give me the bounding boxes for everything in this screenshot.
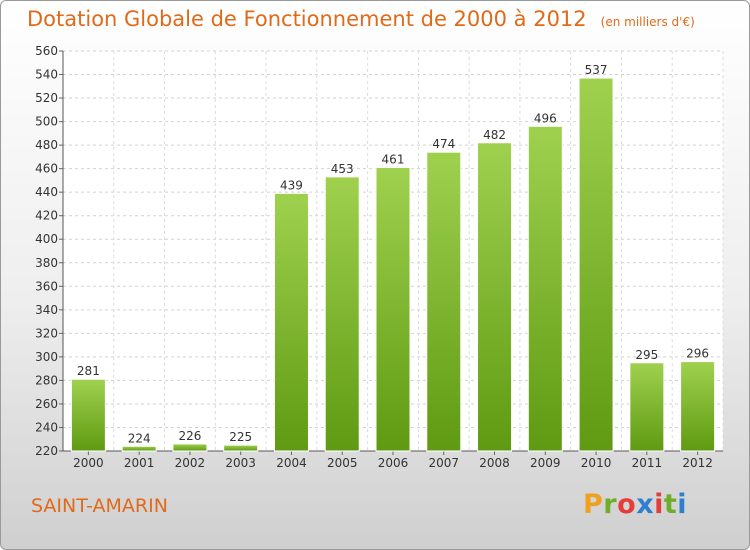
y-tick-label: 300 [35, 350, 58, 364]
x-tick-label: 2001 [124, 456, 155, 470]
value-label: 496 [534, 111, 557, 125]
bar-2005 [324, 176, 360, 452]
logo-letter: r [603, 489, 618, 520]
x-tick-label: 2010 [581, 456, 612, 470]
logo-letter: i [654, 489, 664, 520]
y-tick-label: 220 [35, 444, 58, 458]
y-tick-label: 380 [35, 256, 58, 270]
bar-2008 [477, 142, 513, 452]
proxiti-logo: Proxiti [583, 489, 687, 520]
logo-letter: x [636, 489, 655, 520]
value-label: 281 [77, 364, 100, 378]
y-tick-label: 540 [35, 68, 58, 82]
y-tick-label: 260 [35, 397, 58, 411]
bar-2009 [527, 125, 563, 452]
y-tick-label: 520 [35, 91, 58, 105]
value-label: 296 [686, 347, 709, 361]
value-label: 474 [432, 137, 455, 151]
bar-2004 [273, 192, 309, 452]
value-label: 461 [382, 152, 405, 166]
bar-2003 [223, 444, 259, 452]
commune-name: SAINT-AMARIN [31, 495, 168, 517]
y-tick-label: 460 [35, 162, 58, 176]
value-label: 226 [178, 429, 201, 443]
y-tick-label: 320 [35, 326, 58, 340]
y-tick-label: 500 [35, 115, 58, 129]
x-tick-label: 2004 [276, 456, 307, 470]
bar-2000 [70, 378, 106, 452]
x-tick-label: 2009 [530, 456, 561, 470]
x-tick-label: 2007 [428, 456, 459, 470]
value-label: 482 [483, 128, 506, 142]
y-tick-label: 440 [35, 185, 58, 199]
bar-2002 [172, 443, 208, 452]
logo-letter: i [677, 489, 688, 520]
logo-letter: o [617, 489, 637, 520]
y-tick-label: 340 [35, 303, 58, 317]
y-tick-label: 400 [35, 232, 58, 246]
value-label: 224 [128, 431, 151, 445]
bar-2001 [121, 445, 157, 452]
logo-letter: P [583, 489, 604, 520]
value-label: 537 [585, 63, 608, 77]
y-tick-label: 240 [35, 420, 58, 434]
bar-2011 [629, 362, 665, 452]
bar-2007 [426, 151, 462, 452]
x-tick-label: 2002 [175, 456, 206, 470]
bar-2006 [375, 166, 411, 452]
unit-note: (en milliers d'€) [600, 15, 695, 29]
x-tick-label: 2003 [225, 456, 256, 470]
x-tick-label: 2005 [327, 456, 358, 470]
value-label: 439 [280, 178, 303, 192]
value-label: 225 [229, 430, 252, 444]
y-tick-label: 480 [35, 138, 58, 152]
x-tick-label: 2012 [682, 456, 713, 470]
x-tick-label: 2006 [378, 456, 409, 470]
y-tick-label: 420 [35, 209, 58, 223]
bar-2012 [680, 361, 716, 452]
x-tick-label: 2008 [479, 456, 510, 470]
chart-title-text: Dotation Globale de Fonctionnement de 20… [27, 7, 587, 31]
value-label: 453 [331, 162, 354, 176]
y-tick-label: 280 [35, 373, 58, 387]
logo-letter: t [663, 489, 678, 520]
y-tick-label: 360 [35, 279, 58, 293]
x-tick-label: 2011 [632, 456, 663, 470]
bar-2010 [578, 77, 614, 452]
value-label: 295 [635, 348, 658, 362]
x-tick-label: 2000 [73, 456, 104, 470]
chart-title: Dotation Globale de Fonctionnement de 20… [27, 7, 695, 31]
y-tick-label: 560 [35, 44, 58, 58]
